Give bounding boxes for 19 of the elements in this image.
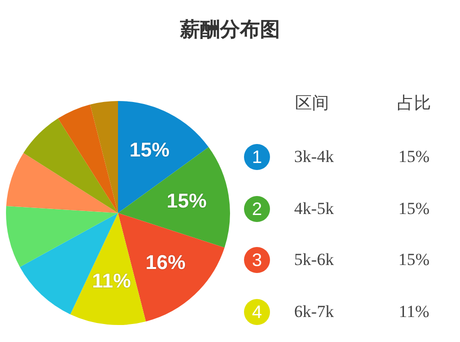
text: 15% bbox=[398, 198, 430, 219]
data-label: 15% bbox=[166, 190, 207, 213]
text: 4 bbox=[244, 299, 270, 326]
chart-title: 薪酬分布图 bbox=[178, 16, 281, 43]
text: 11% bbox=[398, 302, 430, 322]
legend-label: 5k-6k bbox=[294, 250, 334, 270]
text: 区间 bbox=[295, 92, 329, 114]
text: 3 bbox=[244, 247, 270, 274]
legend-label: 3k-4k bbox=[294, 147, 334, 167]
data-label: 16% bbox=[146, 252, 186, 274]
data-label: 15% bbox=[130, 140, 170, 162]
legend-label: 6k-7k bbox=[294, 302, 334, 322]
text: 1 bbox=[244, 144, 270, 170]
legend-label: 4k-5k bbox=[294, 198, 334, 219]
text: 15% bbox=[398, 147, 430, 167]
text: 15% bbox=[398, 250, 430, 270]
text: 占比 bbox=[397, 92, 431, 114]
text: 2 bbox=[244, 196, 270, 222]
data-label: 11% bbox=[92, 270, 132, 293]
